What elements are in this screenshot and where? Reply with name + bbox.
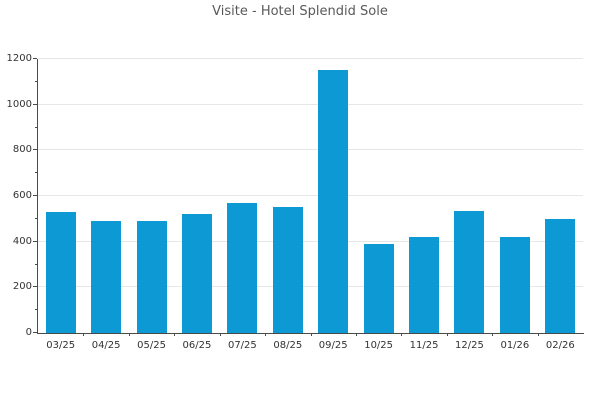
x-tick-label: 07/25 — [227, 340, 257, 351]
y-minor-tick — [35, 80, 37, 82]
grid-line — [38, 195, 583, 196]
chart-title: Visite - Hotel Splendid Sole — [212, 4, 388, 19]
y-minor-tick — [35, 126, 37, 128]
y-major-tick — [33, 195, 37, 196]
y-minor-tick — [35, 309, 37, 311]
y-tick-label: 400 — [12, 235, 32, 247]
x-tick-label: 01/26 — [500, 340, 530, 351]
y-tick-label: 0 — [25, 327, 32, 338]
bar — [45, 211, 76, 333]
y-minor-tick — [35, 217, 37, 219]
x-boundary-tick — [174, 333, 176, 336]
grid-line — [38, 240, 583, 242]
bar — [227, 202, 258, 333]
bar — [318, 70, 349, 333]
plot-area — [37, 58, 584, 334]
x-boundary-tick — [83, 333, 85, 336]
x-boundary-tick — [265, 333, 267, 336]
x-tick-label: 02/26 — [545, 340, 575, 351]
y-tick-label: 600 — [12, 190, 32, 201]
x-tick-label: 03/25 — [46, 340, 76, 351]
x-tick-label: 06/25 — [182, 340, 212, 351]
y-axis-line — [37, 59, 38, 334]
y-tick-label: 1000 — [6, 98, 32, 110]
y-major-tick — [33, 149, 37, 151]
x-boundary-tick — [492, 333, 494, 336]
bar — [545, 218, 576, 333]
x-tick-label: 08/25 — [273, 340, 303, 351]
x-tick-label: 12/25 — [455, 340, 484, 351]
x-tick-label: 04/25 — [91, 340, 121, 351]
y-major-tick — [33, 332, 37, 333]
x-boundary-tick — [355, 333, 357, 336]
grid-line — [38, 103, 583, 105]
x-boundary-tick — [128, 333, 130, 336]
bar — [181, 214, 212, 333]
bar — [499, 237, 530, 333]
x-tick-label: 05/25 — [137, 340, 166, 351]
grid-line — [38, 286, 583, 288]
y-major-tick — [33, 58, 37, 59]
bar — [454, 210, 485, 333]
bar — [272, 207, 303, 333]
x-boundary-tick — [537, 333, 539, 336]
bar — [91, 221, 122, 333]
x-boundary-tick — [219, 333, 221, 336]
x-boundary-tick — [310, 333, 312, 336]
x-boundary-tick — [446, 333, 448, 336]
grid-line — [38, 58, 583, 59]
x-tick-label: 11/25 — [409, 340, 439, 351]
grid-line — [38, 149, 583, 151]
y-major-tick — [33, 240, 37, 242]
bar — [363, 243, 394, 333]
bar — [136, 221, 167, 333]
x-tick-label: 10/25 — [364, 340, 394, 351]
x-boundary-tick — [401, 333, 403, 336]
bar — [409, 237, 440, 333]
y-minor-tick — [35, 263, 37, 265]
y-tick-label: 800 — [12, 144, 32, 156]
y-major-tick — [33, 103, 37, 105]
y-major-tick — [33, 286, 37, 288]
y-tick-label: 200 — [12, 281, 32, 293]
y-minor-tick — [35, 172, 37, 174]
y-tick-label: 1200 — [6, 53, 32, 64]
x-tick-label: 09/25 — [318, 340, 348, 351]
